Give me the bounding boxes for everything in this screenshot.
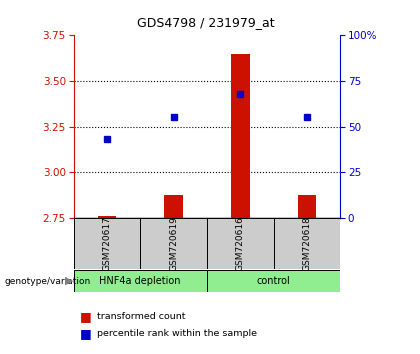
- Text: GSM720617: GSM720617: [102, 216, 111, 271]
- Bar: [74, 218, 140, 269]
- Bar: [273, 218, 340, 269]
- Bar: [140, 218, 207, 269]
- Text: ■: ■: [80, 327, 92, 340]
- Text: percentile rank within the sample: percentile rank within the sample: [97, 329, 257, 338]
- Bar: [97, 216, 116, 218]
- Text: transformed count: transformed count: [97, 312, 185, 321]
- Text: GDS4798 / 231979_at: GDS4798 / 231979_at: [137, 16, 275, 29]
- Text: ▶: ▶: [65, 276, 73, 286]
- Bar: [207, 270, 340, 292]
- Bar: [231, 54, 249, 218]
- Bar: [207, 218, 273, 269]
- Text: HNF4a depletion: HNF4a depletion: [100, 276, 181, 286]
- Text: ■: ■: [80, 310, 92, 323]
- Text: GSM720618: GSM720618: [302, 216, 311, 271]
- Text: GSM720616: GSM720616: [236, 216, 245, 271]
- Text: GSM720619: GSM720619: [169, 216, 178, 271]
- Bar: [74, 270, 207, 292]
- Bar: [297, 195, 316, 218]
- Text: control: control: [257, 276, 290, 286]
- Text: genotype/variation: genotype/variation: [4, 276, 90, 286]
- Bar: [164, 195, 183, 218]
